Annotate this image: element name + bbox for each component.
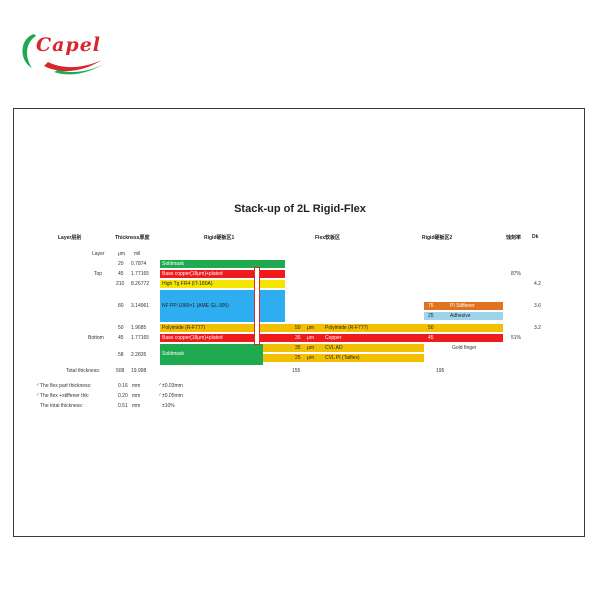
rigid2-label: Adhesive: [450, 313, 471, 319]
flex-um: 25: [295, 355, 301, 361]
row-mil: 3.14961: [131, 303, 150, 309]
note-tol: ±0.03mm: [162, 383, 183, 389]
header-dk: Dk: [532, 234, 539, 240]
unit-layer: Layer: [92, 251, 105, 257]
header-rigid2: Rigid硬板区2: [422, 235, 453, 241]
marker-icon: ✓: [36, 382, 41, 388]
header-rigid1: Rigid硬板区1: [204, 235, 235, 241]
row-mil: 1.77165: [131, 271, 150, 277]
flex-unit: μm: [307, 355, 315, 361]
note-tol: ±0.05mm: [162, 393, 183, 399]
total-flex: 155: [292, 368, 301, 374]
note-value: 0.51: [118, 403, 128, 409]
flex-label: CVL PI (Taiflex): [325, 355, 360, 361]
document-title: Stack-up of 2L Rigid-Flex: [234, 203, 366, 215]
total-rigid2: 195: [436, 368, 445, 374]
flex-unit: μm: [307, 335, 315, 341]
etch-top: 87%: [511, 271, 522, 277]
rigid2-value: 50: [428, 325, 434, 331]
total-um: 508: [116, 368, 125, 374]
layer-band-prepreg: NF PP-1080×1 (AME GL-305): [160, 290, 285, 322]
header-flex: Flex软板区: [315, 235, 341, 241]
flex-unit: μm: [307, 345, 315, 351]
dk-polyimide: 3.2: [534, 325, 541, 331]
flex-label: Copper: [325, 335, 342, 341]
unit-um: μm: [118, 251, 126, 257]
layer-band-bottom-copper: Base copper(18μm)+plated: [160, 334, 285, 342]
stackup-document: Stack-up of 2L Rigid-Flex Layer层别 Thickn…: [13, 108, 585, 537]
header-thickness: Thickness厚度: [115, 235, 150, 241]
row-layer: Bottom: [88, 335, 104, 341]
row-um: 45: [118, 271, 124, 277]
marker-icon: ✓: [158, 382, 163, 388]
rigid2-band-stiffener: 75 PI Stiffener: [424, 302, 503, 310]
header-etch: 蚀刻率: [506, 235, 522, 241]
flex-band-cvl-pi: 25 μm CVL PI (Taiflex): [263, 354, 424, 362]
row-um: 45: [118, 335, 124, 341]
marker-icon: ✓: [158, 392, 163, 398]
row-mil: 2.2835: [131, 352, 147, 358]
row-um: 80: [118, 303, 124, 309]
logo-text: Capel: [36, 34, 102, 56]
layer-band-top-copper: Base copper(18μm)+plated: [160, 270, 285, 278]
rigid2-band-copper: 45: [424, 334, 503, 342]
rigid2-value: 75: [428, 303, 434, 309]
flex-um: 35: [295, 345, 301, 351]
row-um: 50: [118, 325, 124, 331]
row-um: 210: [116, 281, 125, 287]
note-label: The flex part thickness:: [40, 383, 92, 389]
dk-fr4: 4.2: [534, 281, 541, 287]
marker-icon: ✓: [36, 392, 41, 398]
row-mil: 1.77165: [131, 335, 150, 341]
flex-unit: μm: [307, 325, 315, 331]
flex-band-polyimide: 50 μm Polyimide (R-F777): [263, 324, 424, 332]
rigid2-label: PI Stiffener: [450, 303, 475, 309]
rigid2-band-polyimide: 50: [424, 324, 503, 332]
layer-band-fr4: High Tg FR4 (IT-180A): [160, 280, 285, 288]
flex-um: 35: [295, 335, 301, 341]
row-mil: 8.26772: [131, 281, 150, 287]
layer-band-soldmask-top: Soldmask: [160, 260, 285, 268]
flex-um: 50: [295, 325, 301, 331]
flex-label: Polyimide (R-F777): [325, 325, 369, 331]
rigid2-band-adhesive: 25 Adhesive: [424, 312, 503, 320]
layer-band-polyimide: Polyimide (R-F777): [160, 324, 285, 332]
etch-bottom: 51%: [511, 335, 522, 341]
header-layer: Layer层别: [58, 235, 82, 241]
row-mil: 0.7874: [131, 261, 147, 267]
flex-band-copper: 35 μm Copper: [263, 334, 424, 342]
note-tol: ±10%: [162, 403, 175, 409]
gold-finger-label: Gold finger: [452, 345, 477, 351]
row-um: 20: [118, 261, 124, 267]
layer-band-soldmask-bottom: Soldmask: [160, 344, 263, 365]
note-unit: mm: [132, 393, 141, 399]
flex-label: CVL AD: [325, 345, 343, 351]
note-value: 0.20: [118, 393, 128, 399]
plated-via-icon: [254, 267, 260, 345]
row-um: 58: [118, 352, 124, 358]
unit-mil: mil: [134, 251, 141, 257]
row-layer: Top: [94, 271, 103, 277]
row-mil: 1.9685: [131, 325, 147, 331]
dk-prepreg: 3.6: [534, 303, 541, 309]
note-value: 0.16: [118, 383, 128, 389]
total-mil: 19.998: [131, 368, 147, 374]
note-label: The total thickness:: [40, 403, 84, 409]
note-unit: mm: [132, 403, 141, 409]
capel-logo-icon: [22, 34, 104, 75]
note-label: The flex +stiffener thk:: [40, 393, 90, 399]
total-label: Total thickness:: [66, 368, 101, 374]
rigid2-value: 25: [428, 313, 434, 319]
flex-band-cvl-ad: 35 μm CVL AD: [263, 344, 424, 352]
note-unit: mm: [132, 383, 141, 389]
rigid2-value: 45: [428, 335, 434, 341]
